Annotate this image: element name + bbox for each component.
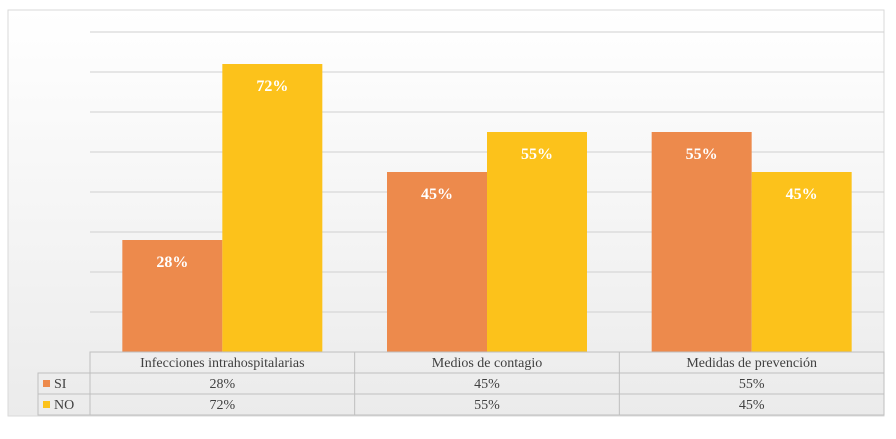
data-label: 28%: [156, 254, 188, 271]
data-label: 72%: [256, 78, 288, 95]
table-value: 45%: [739, 398, 765, 413]
bar-si-0: [122, 240, 223, 352]
table-value: 55%: [474, 398, 500, 413]
table-value: 28%: [209, 377, 235, 392]
legend-label-no: NO: [54, 398, 74, 413]
bar-no-0: [222, 64, 323, 352]
category-label: Infecciones intrahospitalarias: [140, 356, 304, 371]
category-label: Medidas de prevención: [686, 356, 817, 371]
legend-key-si: [43, 380, 50, 387]
bars: [122, 64, 852, 352]
bar-si-1: [387, 172, 487, 352]
bar-no-1: [487, 132, 587, 352]
table-value: 55%: [739, 377, 765, 392]
bar-no-2: [751, 172, 852, 352]
legend-key-no: [43, 401, 50, 408]
table-value: 45%: [474, 377, 500, 392]
data-labels: 28% 72% 45% 55% 55% 45%: [156, 78, 817, 271]
data-label: 45%: [421, 186, 453, 203]
table-value: 72%: [209, 398, 235, 413]
legend-label-si: SI: [54, 377, 67, 392]
category-label: Medios de contagio: [432, 356, 542, 371]
data-label: 55%: [686, 146, 718, 163]
data-label: 55%: [521, 146, 553, 163]
data-table: Infecciones intrahospitalarias Medios de …: [37, 351, 885, 416]
bar-si-2: [651, 132, 752, 352]
data-label: 45%: [786, 186, 818, 203]
